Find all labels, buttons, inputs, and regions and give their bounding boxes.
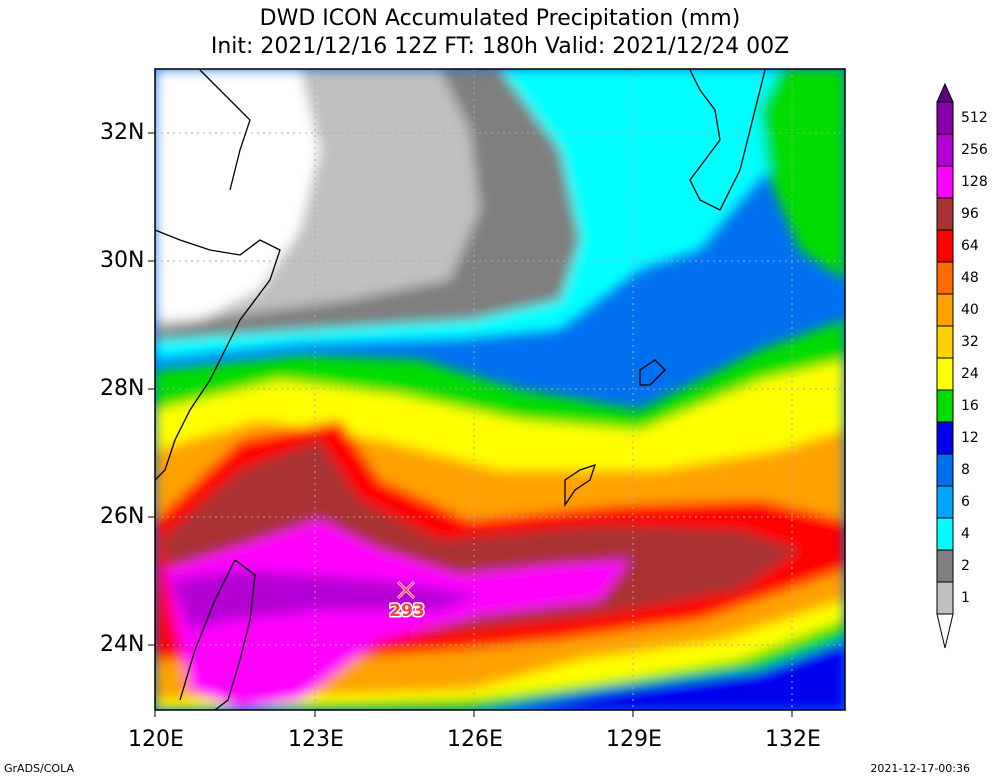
colorbar-label: 512 — [961, 110, 988, 126]
colorbar-swatch — [936, 101, 954, 135]
colorbar-swatch — [936, 453, 954, 487]
colorbar-swatch — [936, 389, 954, 423]
colorbar-swatch — [936, 517, 954, 551]
lon-label-123e: 123E — [288, 727, 344, 752]
colorbar-label: 40 — [961, 302, 979, 318]
max-value-label: 293 — [389, 601, 425, 621]
colorbar-swatch — [936, 197, 954, 231]
colorbar-label: 1 — [961, 590, 970, 606]
lat-label-30n: 30N — [100, 248, 145, 273]
colorbar-label: 16 — [961, 398, 979, 414]
colorbar-label: 12 — [961, 430, 979, 446]
footer-software: GrADS/COLA — [4, 762, 74, 775]
colorbar-label: 64 — [961, 238, 979, 254]
precipitation-field — [155, 69, 845, 710]
colorbar — [936, 82, 954, 649]
colorbar-swatch — [936, 165, 954, 199]
map-title-line1: DWD ICON Accumulated Precipitation (mm) — [259, 6, 741, 31]
colorbar-label: 2 — [961, 558, 970, 574]
colorbar-swatch — [936, 357, 954, 391]
colorbar-label: 6 — [961, 494, 970, 510]
colorbar-label: 256 — [961, 142, 988, 158]
lon-label-120e: 120E — [128, 727, 184, 752]
colorbar-label: 32 — [961, 334, 979, 350]
colorbar-bottom-arrow — [936, 613, 954, 649]
colorbar-swatch — [936, 133, 954, 167]
lon-label-132e: 132E — [765, 727, 821, 752]
colorbar-swatch — [936, 325, 954, 359]
colorbar-swatch — [936, 549, 954, 583]
coastlines — [155, 69, 766, 710]
colorbar-swatch — [936, 293, 954, 327]
lat-label-28n: 28N — [100, 376, 145, 401]
colorbar-top-arrow — [936, 82, 954, 103]
colorbar-label: 128 — [961, 174, 988, 190]
lat-label-24n: 24N — [100, 632, 145, 657]
footer-timestamp: 2021-12-17-00:36 — [870, 762, 970, 775]
colorbar-swatch — [936, 581, 954, 615]
colorbar-label: 48 — [961, 270, 979, 286]
colorbar-swatch — [936, 261, 954, 295]
lon-label-129e: 129E — [606, 727, 662, 752]
colorbar-label: 4 — [961, 526, 970, 542]
colorbar-swatch — [936, 229, 954, 263]
colorbar-label: 8 — [961, 462, 970, 478]
colorbar-label: 24 — [961, 366, 979, 382]
colorbar-label: 96 — [961, 206, 979, 222]
colorbar-swatch — [936, 485, 954, 519]
lat-label-26n: 26N — [100, 504, 145, 529]
lon-label-126e: 126E — [447, 727, 503, 752]
lat-label-32n: 32N — [100, 120, 145, 145]
colorbar-swatch — [936, 421, 954, 455]
map-title-line2: Init: 2021/12/16 12Z FT: 180h Valid: 202… — [210, 34, 790, 59]
